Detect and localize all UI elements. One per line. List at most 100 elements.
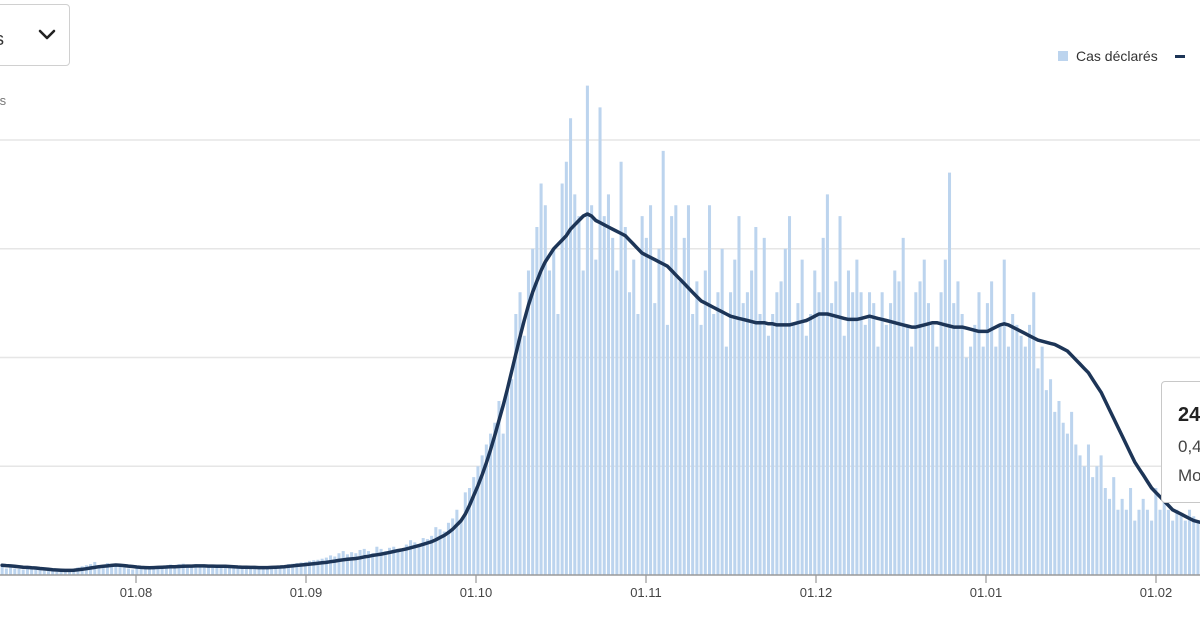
- bar: [244, 566, 248, 575]
- bar: [409, 540, 413, 575]
- bar: [762, 237, 766, 575]
- bar: [825, 194, 829, 575]
- bar: [724, 346, 728, 575]
- region-dropdown[interactable]: es: [0, 4, 70, 66]
- bar: [1108, 498, 1112, 575]
- bar: [1086, 444, 1090, 575]
- bar: [733, 259, 737, 575]
- bar: [682, 237, 686, 575]
- bar: [417, 544, 421, 575]
- bar: [236, 566, 240, 575]
- bar: [956, 281, 960, 575]
- legend-bars-label[interactable]: Cas déclarés: [1076, 48, 1158, 64]
- bar: [884, 324, 888, 575]
- bar: [257, 568, 261, 575]
- average-line: [0, 212, 1200, 573]
- bar: [1074, 444, 1078, 575]
- bar: [362, 548, 366, 575]
- bar: [615, 270, 619, 575]
- bar: [526, 270, 530, 575]
- bar: [1032, 292, 1036, 575]
- bar: [1082, 466, 1086, 575]
- bar: [1137, 509, 1141, 575]
- bar: [737, 216, 741, 575]
- bar: [459, 520, 463, 575]
- bar: [628, 292, 632, 575]
- bar: [901, 237, 905, 575]
- x-tick-label: 01.12: [800, 585, 833, 600]
- bar: [354, 553, 358, 575]
- bar: [1091, 477, 1095, 575]
- bar: [560, 183, 564, 575]
- bar: [249, 566, 253, 575]
- bar: [539, 183, 543, 575]
- bar: [480, 455, 484, 575]
- bar: [190, 565, 194, 575]
- bar: [977, 292, 981, 575]
- bar: [985, 303, 989, 575]
- bar: [918, 281, 922, 575]
- bar: [1124, 509, 1128, 575]
- bar: [392, 546, 396, 575]
- bar: [223, 566, 227, 575]
- bar: [329, 555, 333, 575]
- bar: [552, 248, 556, 575]
- bar: [644, 237, 648, 575]
- bar: [4, 568, 8, 575]
- bar: [846, 270, 850, 575]
- legend-line-swatch[interactable]: [1174, 54, 1185, 58]
- x-tick-label: 01.01: [970, 585, 1003, 600]
- bar: [1145, 509, 1149, 575]
- chart-legend: Cas déclarés: [1058, 47, 1185, 65]
- bar: [830, 303, 834, 575]
- bar: [1061, 422, 1065, 575]
- bar: [198, 564, 202, 575]
- bar: [792, 324, 796, 575]
- bar: [969, 346, 973, 575]
- bar: [564, 161, 568, 575]
- bar: [1011, 314, 1015, 575]
- bar: [691, 314, 695, 575]
- bar: [1120, 498, 1124, 575]
- bar: [716, 292, 720, 575]
- bar: [312, 560, 316, 575]
- bar: [514, 314, 518, 575]
- bar: [211, 564, 215, 575]
- bar: [1133, 520, 1137, 575]
- bar: [337, 553, 341, 575]
- bar: [173, 565, 177, 575]
- bar: [350, 552, 354, 575]
- bar: [446, 522, 450, 575]
- bar: [779, 281, 783, 575]
- bar: [851, 292, 855, 575]
- x-tick-label: 01.10: [460, 585, 493, 600]
- bar: [13, 568, 17, 575]
- bar: [1019, 335, 1023, 575]
- bar: [21, 569, 25, 575]
- bar: [63, 570, 67, 575]
- bar: [1171, 520, 1175, 575]
- bar: [766, 335, 770, 575]
- bar: [859, 292, 863, 575]
- bar: [1150, 520, 1154, 575]
- bar: [813, 270, 817, 575]
- bar: [960, 314, 964, 575]
- bar: [232, 565, 236, 575]
- bar: [783, 248, 787, 575]
- bar: [42, 570, 46, 575]
- bar: [636, 314, 640, 575]
- bar: [943, 259, 947, 575]
- bar: [143, 566, 147, 575]
- bar: [1023, 346, 1027, 575]
- bar: [383, 551, 387, 575]
- bar: [299, 562, 303, 575]
- bar: [451, 518, 455, 575]
- bar: [1129, 488, 1133, 575]
- bar: [110, 564, 114, 575]
- bar: [1162, 498, 1166, 575]
- bar: [38, 568, 42, 575]
- bar: [215, 565, 219, 575]
- bar: [303, 561, 307, 575]
- bar: [105, 563, 109, 575]
- bar: [206, 565, 210, 575]
